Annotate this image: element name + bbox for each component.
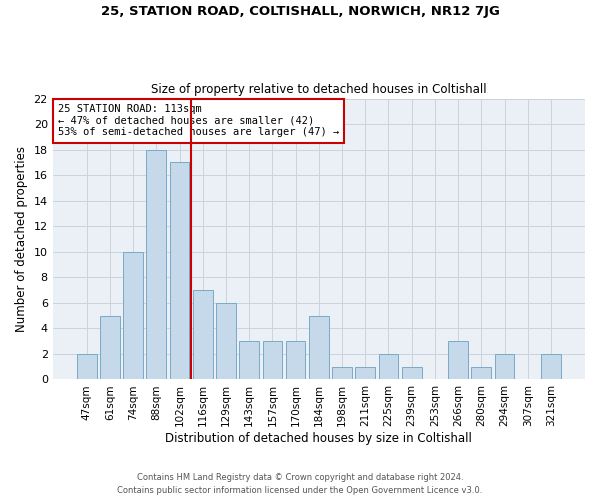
Bar [309, 316, 329, 380]
Text: Contains HM Land Registry data © Crown copyright and database right 2024.
Contai: Contains HM Land Registry data © Crown c… [118, 474, 482, 495]
Bar [263, 341, 282, 380]
Text: 25 STATION ROAD: 113sqm
← 47% of detached houses are smaller (42)
53% of semi-de: 25 STATION ROAD: 113sqm ← 47% of detache… [58, 104, 339, 138]
Bar [123, 252, 143, 380]
Bar [239, 341, 259, 380]
Bar [494, 354, 514, 380]
Bar [146, 150, 166, 380]
Bar [216, 303, 236, 380]
Bar [541, 354, 561, 380]
Bar [77, 354, 97, 380]
Y-axis label: Number of detached properties: Number of detached properties [15, 146, 28, 332]
Title: Size of property relative to detached houses in Coltishall: Size of property relative to detached ho… [151, 83, 487, 96]
Bar [193, 290, 212, 380]
Bar [402, 366, 422, 380]
Bar [472, 366, 491, 380]
Bar [332, 366, 352, 380]
X-axis label: Distribution of detached houses by size in Coltishall: Distribution of detached houses by size … [166, 432, 472, 445]
Text: 25, STATION ROAD, COLTISHALL, NORWICH, NR12 7JG: 25, STATION ROAD, COLTISHALL, NORWICH, N… [101, 5, 499, 18]
Bar [379, 354, 398, 380]
Bar [286, 341, 305, 380]
Bar [355, 366, 375, 380]
Bar [170, 162, 190, 380]
Bar [448, 341, 468, 380]
Bar [100, 316, 120, 380]
